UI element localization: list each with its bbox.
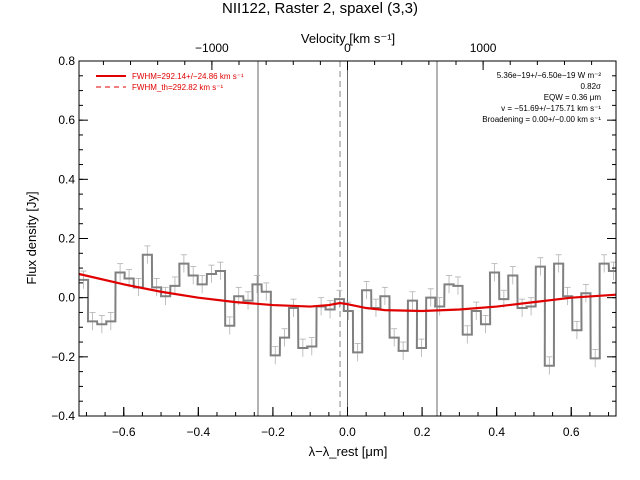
fit-annotation: v = −51.69+/−175.71 km s⁻¹ — [501, 104, 601, 113]
y-tick-label: −0.4 — [51, 409, 75, 423]
x-tick-label: −0.4 — [186, 425, 210, 439]
top-tick-label: 0 — [344, 41, 351, 55]
fit-curve — [78, 272, 617, 313]
legend-label: FWHM_th=292.82 km s⁻¹ — [132, 83, 223, 92]
x-tick-label: −0.2 — [261, 425, 285, 439]
fit-annotation: 5.36e−19+/−6.50e−19 W m⁻² — [497, 71, 602, 80]
y-tick-label: 0.2 — [58, 232, 75, 246]
chart-title: NII122, Raster 2, spaxel (3,3) — [222, 0, 418, 17]
y-tick-label: 0.0 — [58, 291, 75, 305]
top-tick-label: −1000 — [195, 41, 229, 55]
y-tick-label: −0.2 — [51, 350, 75, 364]
x-tick-label: 0.4 — [488, 425, 505, 439]
x-tick-label: 0.0 — [339, 425, 356, 439]
fit-annotation: Broadening = 0.00+/−0.00 km s⁻¹ — [482, 115, 601, 124]
x-axis-label: λ−λ_rest [μm] — [309, 444, 388, 459]
top-tick-label: 1000 — [470, 41, 497, 55]
data-histogram — [79, 253, 616, 367]
x-tick-label: 0.6 — [563, 425, 580, 439]
legend-label: FWHM=292.14+/−24.86 km s⁻¹ — [132, 72, 244, 81]
y-tick-label: 0.4 — [58, 172, 75, 186]
y-tick-label: 0.8 — [58, 54, 75, 68]
top-axis-label: Velocity [km s⁻¹] — [301, 31, 395, 46]
x-tick-label: 0.2 — [414, 425, 431, 439]
x-tick-label: −0.6 — [112, 425, 136, 439]
y-tick-label: 0.6 — [58, 113, 75, 127]
y-axis-label: Flux density [Jy] — [24, 191, 39, 284]
fit-annotation: 0.82σ — [580, 82, 601, 91]
fit-annotation: EQW = 0.36 μm — [544, 93, 602, 102]
